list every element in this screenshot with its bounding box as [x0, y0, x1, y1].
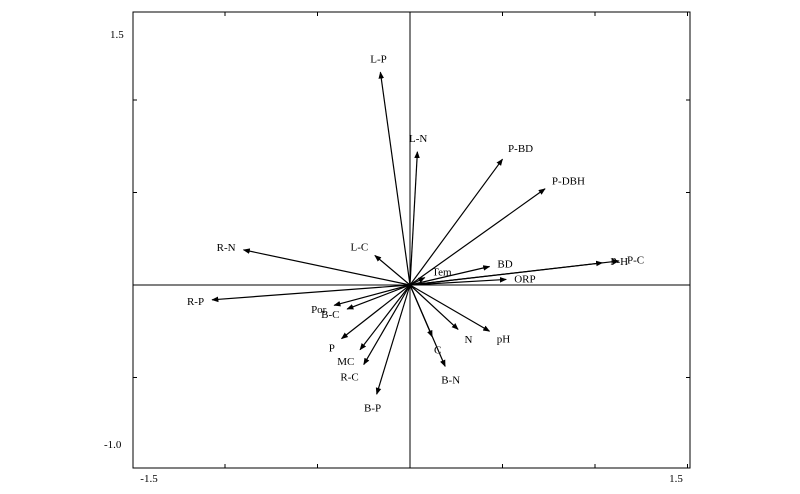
vector-mc-label: MC: [337, 356, 354, 368]
x-tick-label-right: 1.5: [669, 473, 683, 485]
vector-p-c-label: P-C: [627, 254, 644, 266]
vector-l-p-label: L-P: [370, 53, 387, 65]
vector-bd-arrow: [409, 265, 491, 286]
vector-b-p-label: B-P: [364, 403, 381, 415]
vector-ph-label: pH: [497, 333, 511, 345]
vector-b-p-arrow: [375, 284, 411, 395]
vector-por-arrow: [333, 284, 411, 307]
plot-frame: [132, 11, 691, 469]
vector-r-n-label: R-N: [217, 242, 236, 254]
vector-tem-label: Tem: [432, 266, 452, 278]
vector-l-p-arrow: [378, 71, 411, 286]
vector-l-n-arrow: [409, 151, 420, 286]
vector-l-c-label: L-C: [351, 241, 369, 253]
vector-p-arrow: [340, 284, 411, 340]
vector-n-label: N: [465, 334, 473, 346]
axis-ticks: [133, 12, 690, 468]
vector-p-dbh-arrow: [409, 188, 546, 286]
vector-r-c-arrow: [363, 284, 411, 366]
vector-por-label: Por: [311, 304, 327, 316]
vector-r-n-arrow: [242, 248, 411, 286]
vector-l-n-label: L-N: [409, 133, 427, 145]
vector-orp-label: ORP: [514, 274, 535, 286]
vector-b-c-label: B-C: [321, 309, 339, 321]
vector-b-n-label: B-N: [441, 374, 460, 386]
vector-tem-arrow: [409, 277, 426, 286]
axis-tick-labels: 1.5 -1.0 -1.5 1.5: [104, 29, 683, 485]
y-tick-label-bottom: -1.0: [104, 439, 122, 451]
vector-p-dbh-label: P-DBH: [552, 176, 585, 188]
vector-p-label: P: [329, 342, 335, 354]
vector-r-c-label: R-C: [340, 372, 358, 384]
vector-p-c-arrow: [409, 258, 620, 286]
vector-n-arrow: [409, 284, 459, 330]
y-tick-label-top: 1.5: [110, 29, 124, 41]
vector-mc-arrow: [359, 284, 411, 351]
vector-r-p-label: R-P: [187, 296, 204, 308]
vector-orp-arrow: [409, 277, 507, 286]
vector-b-n-arrow: [409, 284, 446, 368]
x-tick-label-left: -1.5: [140, 473, 158, 485]
vector-p-bd-label: P-BD: [508, 143, 533, 155]
vector-p-bd-arrow: [409, 158, 503, 286]
vector-r-p-arrow: [211, 284, 411, 303]
vector-b-c-arrow: [346, 284, 411, 310]
vector-bd-label: BD: [497, 258, 512, 270]
vector-l-c-arrow: [374, 254, 411, 286]
vector-ph-arrow: [409, 284, 491, 332]
